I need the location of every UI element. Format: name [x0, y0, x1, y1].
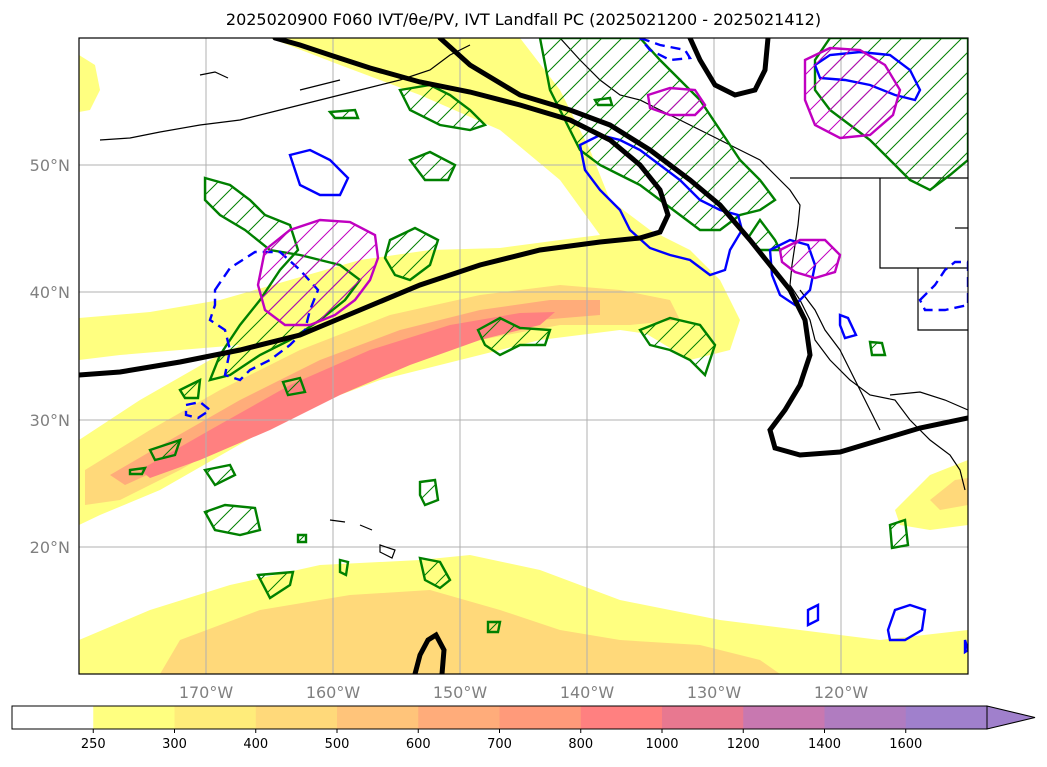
- colorbar-segment: [255, 706, 338, 729]
- figure-title: 2025020900 F060 IVT/θe/PV, IVT Landfall …: [225, 10, 822, 29]
- colorbar-segment: [418, 706, 500, 729]
- lon-label-140w: 140°W: [560, 683, 615, 702]
- map-layers: [79, 38, 968, 674]
- lon-label-120w: 120°W: [814, 683, 869, 702]
- colorbar-segment: [824, 706, 907, 729]
- colorbar-tick-label: 600: [406, 737, 431, 752]
- lat-label-30: 30°N: [30, 411, 70, 430]
- ivt-ar-light-orange: [85, 285, 680, 505]
- lon-label-160w: 160°W: [306, 683, 361, 702]
- ivt-blob-west: [79, 55, 100, 112]
- colorbar-segment: [905, 706, 988, 729]
- map-frame: [78, 37, 969, 675]
- ivt-filled-contours: [79, 38, 968, 674]
- ivt-band-south-inner: [160, 590, 780, 674]
- colorbar-tick-label: 300: [162, 737, 187, 752]
- ivt-ar-red: [140, 312, 555, 478]
- colorbar-segment: [580, 706, 663, 729]
- ivt-landfall-pc-contours: [256, 46, 902, 327]
- colorbar-tick-label: 400: [243, 737, 268, 752]
- colorbar-tick-label: 1000: [645, 737, 678, 752]
- colorbar-tick-label: 700: [487, 737, 512, 752]
- lon-label-170w: 170°W: [179, 683, 234, 702]
- lon-label-150w: 150°W: [433, 683, 488, 702]
- colorbar: 250 300 400 500 600 700 800 1000 1200 1400 1600: [11, 705, 1036, 752]
- lat-label-40: 40°N: [30, 283, 70, 302]
- ivt-ar-yellow: [79, 265, 715, 525]
- lat-label-20: 20°N: [30, 538, 70, 557]
- colorbar-extend-arrow: [986, 705, 1036, 730]
- longitude-labels: 170°W 160°W 150°W 140°W 130°W 120°W: [179, 683, 869, 702]
- colorbar-segment: [743, 706, 825, 729]
- theta-e-contours-dashed: [184, 38, 968, 420]
- ivt-blob-baja: [895, 460, 968, 530]
- latitude-labels: 50°N 40°N 30°N 20°N: [30, 156, 70, 557]
- colorbar-tick-label: 1200: [727, 737, 760, 752]
- colorbar-tick-label: 500: [325, 737, 350, 752]
- pv-bold-contours: [79, 38, 968, 674]
- lat-label-50: 50°N: [30, 156, 70, 175]
- colorbar-segment: [12, 706, 94, 729]
- colorbar-segment: [337, 706, 419, 729]
- colorbar-tick-label: 1400: [808, 737, 841, 752]
- colorbar-segment: [499, 706, 582, 729]
- colorbar-tick-label: 800: [568, 737, 593, 752]
- colorbar-segment: [662, 706, 744, 729]
- ivt-blob-baja-inner: [930, 478, 968, 510]
- colorbar-segment: [174, 706, 257, 729]
- colorbar-tick-label: 250: [81, 737, 106, 752]
- lon-label-130w: 130°W: [687, 683, 742, 702]
- colorbar-tick-label: 1600: [889, 737, 922, 752]
- colorbar-segment: [93, 706, 175, 729]
